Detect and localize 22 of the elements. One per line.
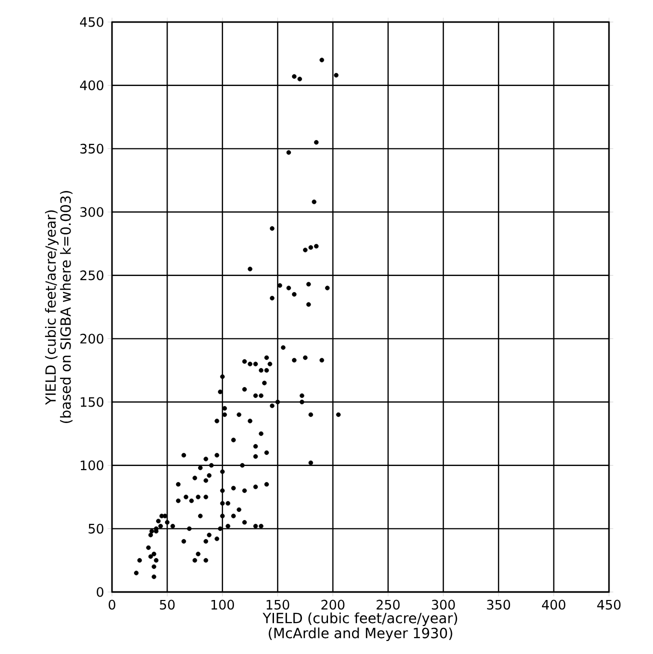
x-tick-label: 400 <box>542 600 566 610</box>
x-axis-title: YIELD (cubic feet/acre/year) (McArdle and Meyer 1930) <box>262 612 458 642</box>
x-tick-label: 150 <box>266 600 290 610</box>
y-tick-label: 100 <box>80 460 104 470</box>
y-axis-title: YIELD (cubic feet/acre/year) (based on SIGBA where k=0.003) <box>45 191 73 423</box>
y-tick-label: 450 <box>80 17 104 27</box>
y-tick-label: 50 <box>88 524 104 534</box>
x-tick-label: 350 <box>487 600 510 610</box>
x-tick-label: 450 <box>597 600 621 610</box>
y-tick-label: 250 <box>80 270 104 280</box>
y-tick-label: 0 <box>96 587 104 597</box>
x-tick-label: 0 <box>108 600 116 610</box>
y-tick-label: 350 <box>80 144 104 154</box>
x-tick-label: 100 <box>211 600 234 610</box>
y-tick-label: 300 <box>80 207 104 217</box>
x-tick-label: 250 <box>376 600 400 610</box>
y-tick-label: 400 <box>80 80 104 90</box>
x-tick-label: 50 <box>160 600 175 610</box>
x-tick-label: 300 <box>432 600 455 610</box>
x-tick-label: 200 <box>321 600 344 610</box>
y-tick-label: 150 <box>80 397 104 407</box>
y-tick-label: 200 <box>80 334 104 344</box>
